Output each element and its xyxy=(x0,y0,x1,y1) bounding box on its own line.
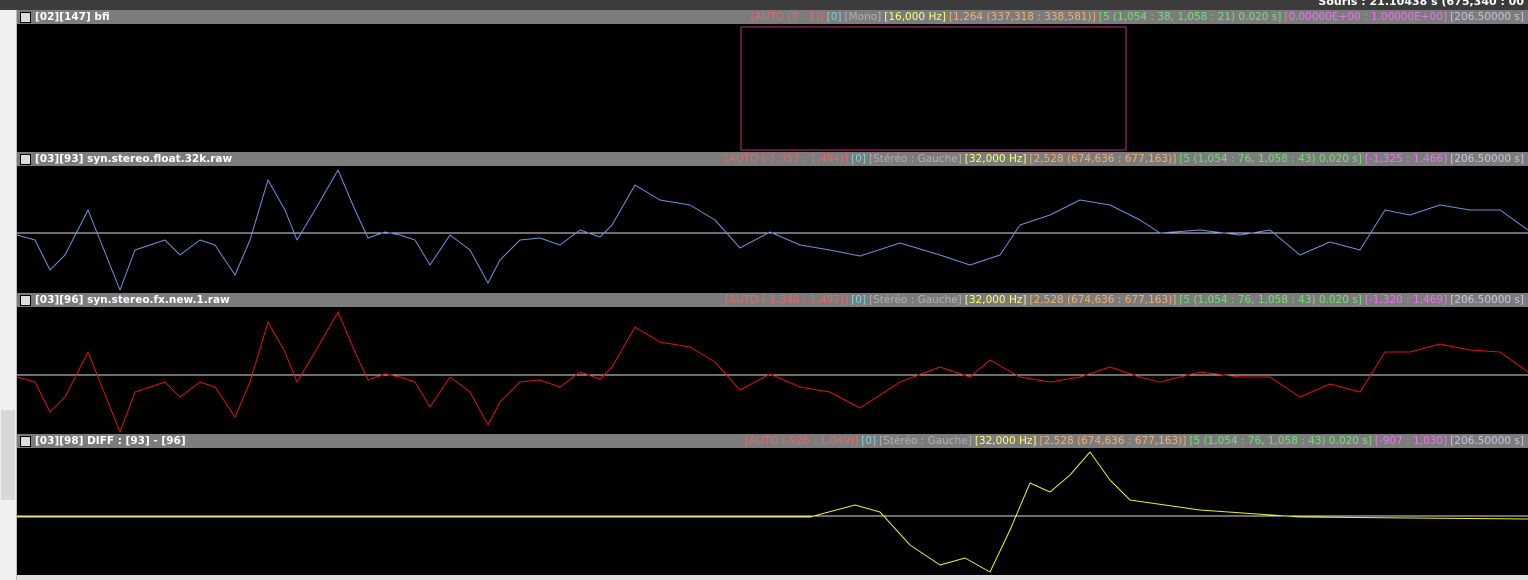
top-bar: Souris : 21.10438 s (675,340 : 00 xyxy=(0,0,1528,10)
info-field: [16,000 Hz] xyxy=(884,11,946,23)
info-field: [Stéréo : Gauche] xyxy=(869,153,962,165)
info-field: [Stéréo : Gauche] xyxy=(869,294,962,306)
track-title: [03][93] syn.stereo.float.32k.raw xyxy=(35,153,233,165)
info-field: [2,528 (674,636 : 677,163)] xyxy=(1029,153,1177,165)
track-header: [03][98] DIFF : [93] - [96] [AUTO (-926 :… xyxy=(17,434,1528,448)
info-field: [0] xyxy=(851,294,867,306)
info-field: [206.50000 s] xyxy=(1450,153,1524,165)
info-field: [AUTO (-1,353 : 1,494)] xyxy=(724,153,849,165)
info-field: [Mono] xyxy=(844,11,882,23)
info-field: [-1,325 : 1,466] xyxy=(1364,153,1448,165)
waveform xyxy=(17,451,1528,573)
close-button[interactable] xyxy=(20,153,31,165)
close-button[interactable] xyxy=(20,11,31,23)
track-info: [AUTO (-1,348 : 1,497)] [0] [Stéréo : Gauc… xyxy=(722,294,1524,306)
info-field: [2,528 (674,636 : 677,163)] xyxy=(1029,294,1177,306)
track-title: [03][98] DIFF : [93] - [96] xyxy=(35,435,186,447)
scroll-thumb[interactable] xyxy=(1,410,15,500)
info-field: [-1,320 : 1,469] xyxy=(1364,294,1448,306)
info-field: [5 (1,054 : 76, 1,058 : 43) 0.020 s] xyxy=(1179,294,1362,306)
info-field: [-907 : 1,030] xyxy=(1374,435,1448,447)
info-field: [AUTO (-926 : 1,049)] xyxy=(744,435,859,447)
info-field: [5 (1,054 : 38, 1,058 : 21) 0.020 s] xyxy=(1098,11,1282,23)
info-field: [0] xyxy=(826,11,842,23)
close-button[interactable] xyxy=(20,294,31,306)
track-info: [AUTO (-1,353 : 1,494)] [0] [Stéréo : Gauc… xyxy=(722,153,1524,165)
track-info: [AUTO (-926 : 1,049)] [0] [Stéréo : Gauche… xyxy=(742,435,1524,447)
mouse-status: Souris : 21.10438 s (675,340 : 00 xyxy=(1318,0,1524,8)
info-field: [206.50000 s] xyxy=(1450,11,1524,23)
info-field: [2,528 (674,636 : 677,163)] xyxy=(1039,435,1187,447)
info-field: [32,000 Hz] xyxy=(964,153,1027,165)
info-field: [5 (1,054 : 76, 1,058 : 43) 0.020 s] xyxy=(1189,435,1372,447)
info-field: [206.50000 s] xyxy=(1450,294,1524,306)
info-field: [0] xyxy=(861,435,877,447)
track-title: [03][96] syn.stereo.fx.new.1.raw xyxy=(35,294,230,306)
info-field: [0] xyxy=(851,153,867,165)
info-field: [AUTO (-1,348 : 1,497)] xyxy=(724,294,849,306)
close-button[interactable] xyxy=(20,435,31,447)
track-header: [03][93] syn.stereo.float.32k.raw [AUTO (… xyxy=(17,152,1528,166)
track-title: [02][147] bfi xyxy=(35,11,110,23)
vertical-scrollbar[interactable] xyxy=(0,10,17,580)
selection xyxy=(740,26,1127,151)
track-header: [02][147] bfi [AUTO (0 : 1)] [0] [Mono] [16,… xyxy=(17,10,1528,24)
info-field: [0.00000E+00 : 1.00000E+00] xyxy=(1284,11,1448,23)
horizontal-scrollbar[interactable] xyxy=(17,575,1528,580)
info-field: [Stéréo : Gauche] xyxy=(879,435,972,447)
info-field: [1,264 (337,318 : 338,581)] xyxy=(948,11,1096,23)
info-field: [AUTO (0 : 1)] xyxy=(750,11,824,23)
waveform xyxy=(16,311,1528,433)
track-header: [03][96] syn.stereo.fx.new.1.raw [AUTO (-… xyxy=(17,293,1528,307)
waveform xyxy=(16,169,1528,291)
info-field: [32,000 Hz] xyxy=(974,435,1037,447)
info-field: [32,000 Hz] xyxy=(964,294,1027,306)
info-field: [5 (1,054 : 76, 1,058 : 43) 0.020 s] xyxy=(1179,153,1362,165)
info-field: [206.50000 s] xyxy=(1450,435,1524,447)
track-info: [AUTO (0 : 1)] [0] [Mono] [16,000 Hz] [1,264… xyxy=(748,11,1524,23)
